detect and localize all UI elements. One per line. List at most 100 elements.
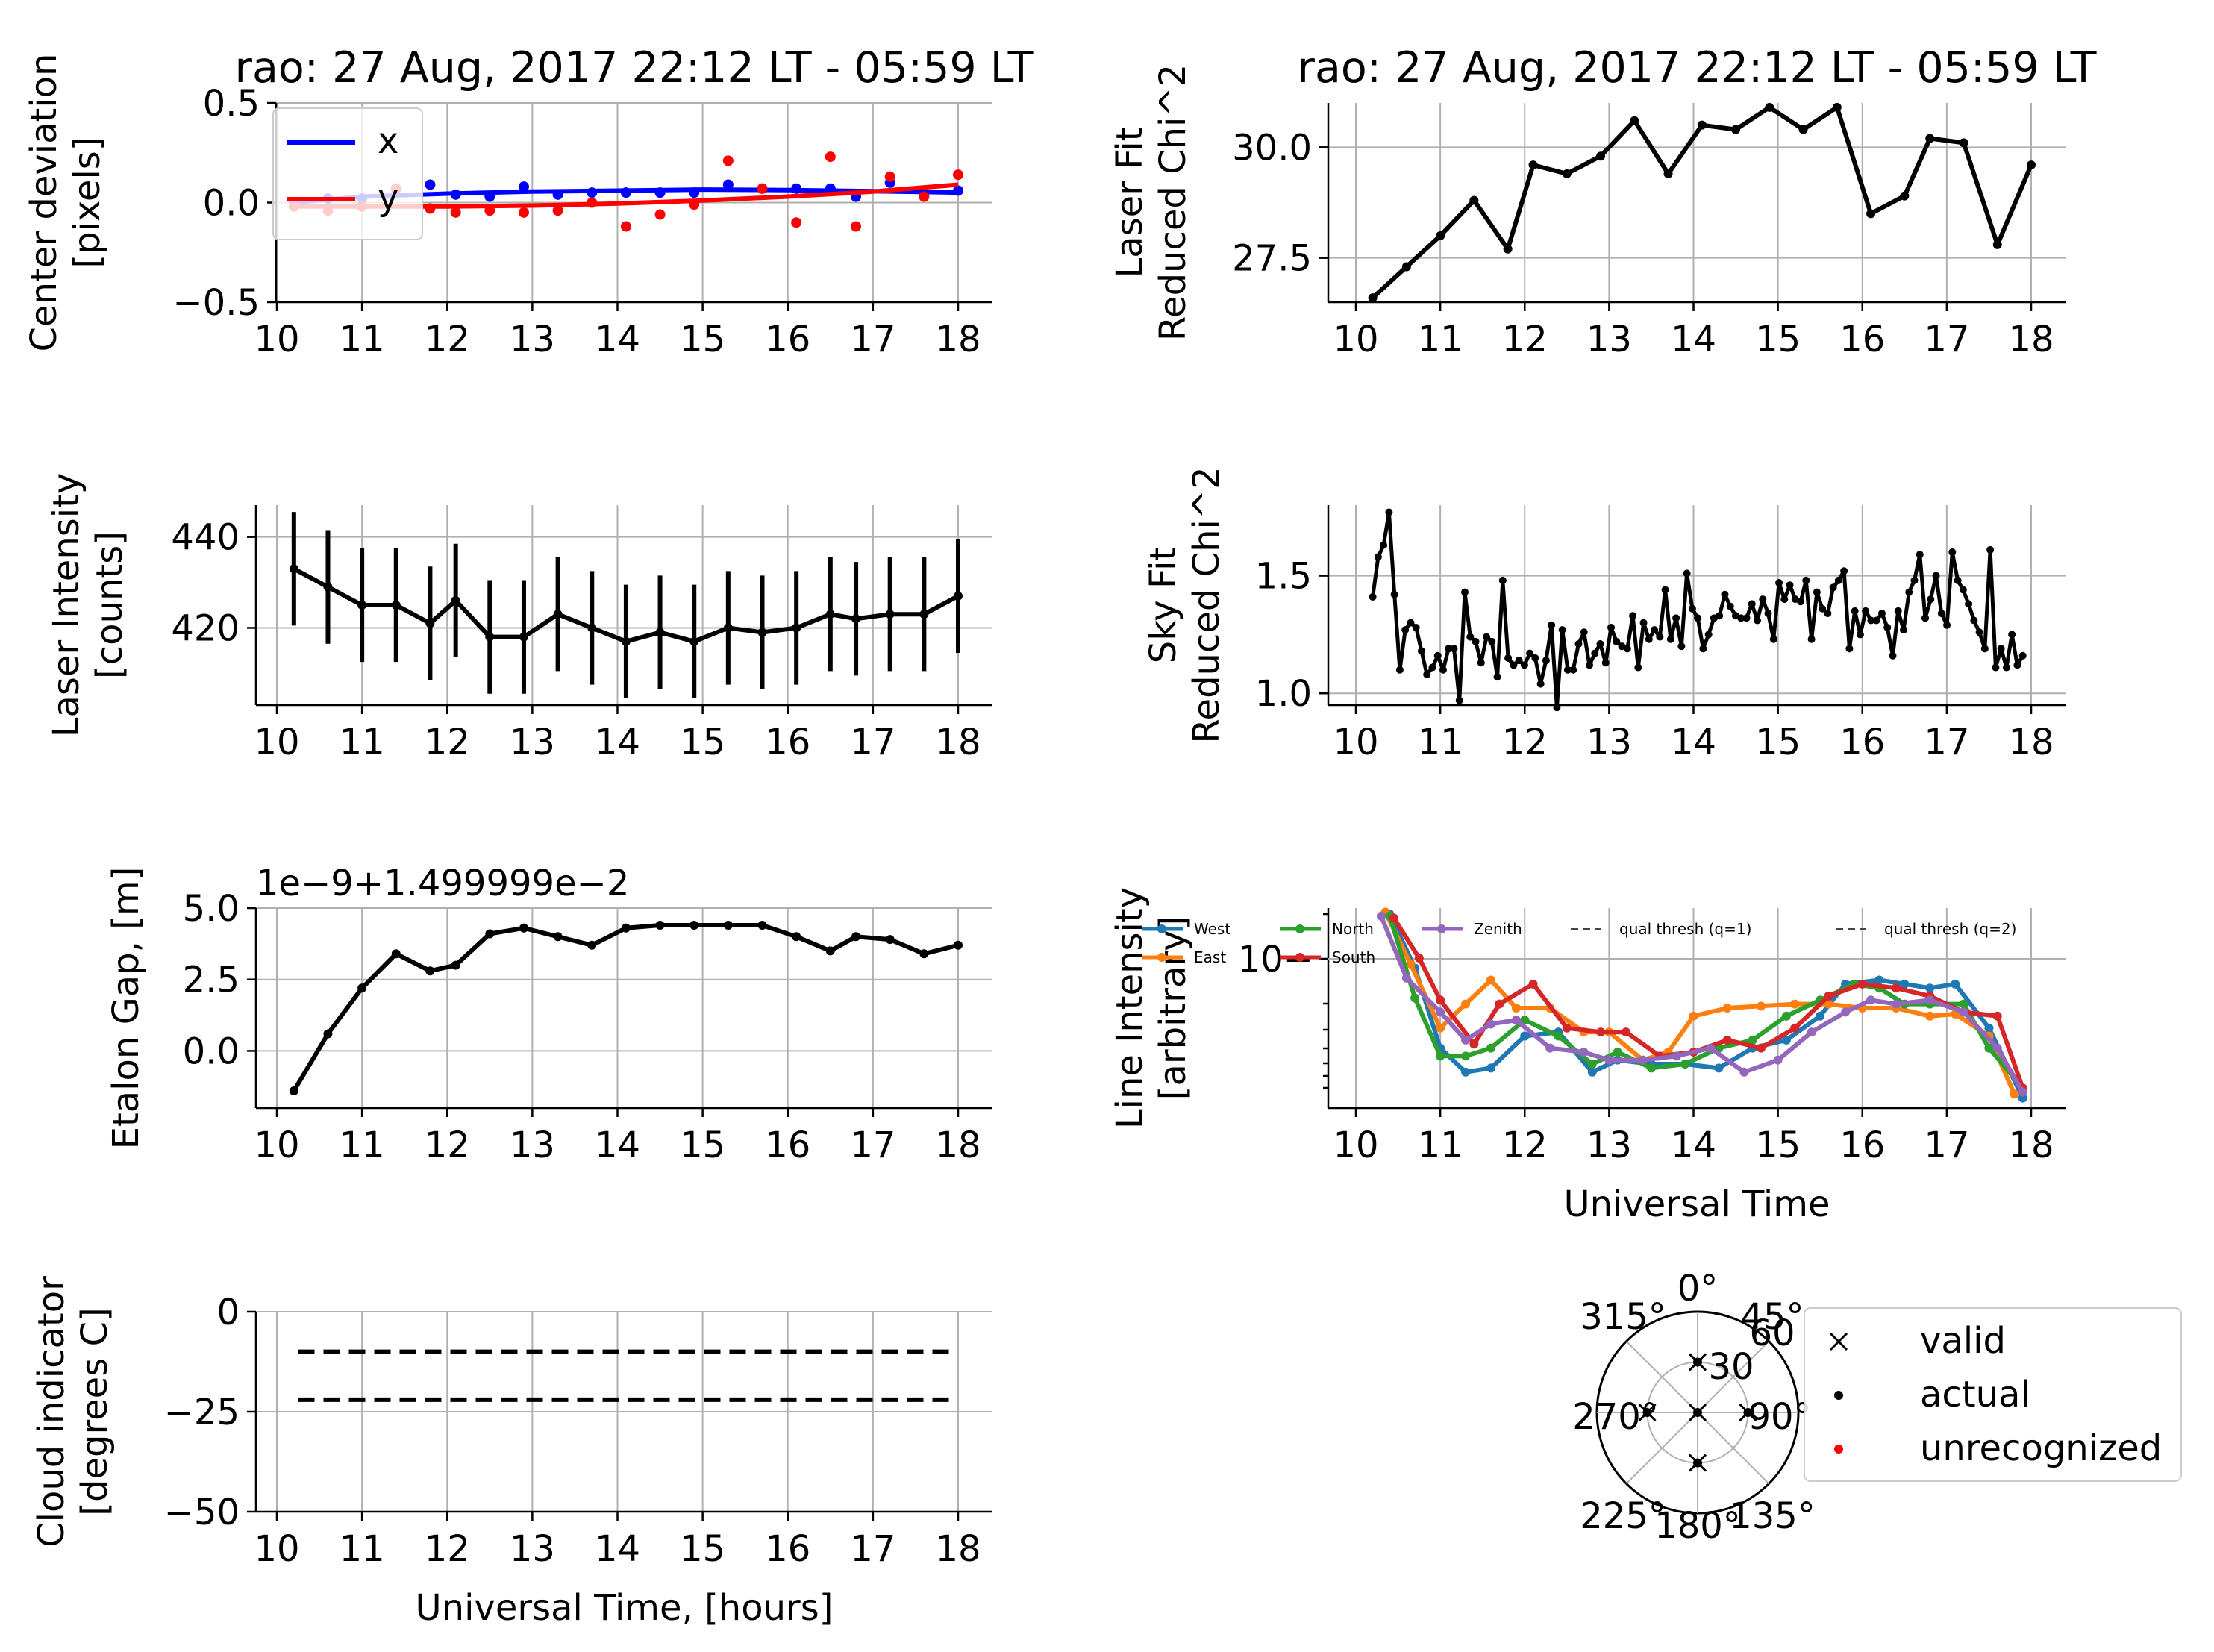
y-tick-label: −25 [164, 1392, 240, 1433]
data-point [1486, 975, 1495, 985]
x-tick-label: 16 [765, 722, 810, 763]
data-point [1992, 240, 2002, 249]
x-tick-label: 12 [1502, 1124, 1548, 1166]
x-tick-label: 14 [1671, 722, 1716, 763]
data-point [1645, 635, 1653, 643]
data-point [1834, 576, 1842, 584]
data-point [655, 628, 665, 637]
y-tick-label: 5.0 [183, 888, 240, 930]
data-point [953, 169, 963, 181]
data-point [1757, 1043, 1766, 1053]
data-point [1824, 999, 1833, 1009]
polar-angle-label: 270° [1572, 1396, 1659, 1438]
data-point [1872, 616, 1880, 625]
data-point [1520, 1016, 1530, 1025]
data-point [1697, 120, 1707, 130]
data-point [1406, 960, 1416, 969]
data-point [1992, 1011, 2002, 1021]
data-point [1937, 610, 1945, 618]
data-point [1410, 993, 1420, 1003]
y-axis-label: Cloud indicator [31, 1276, 72, 1548]
x-tick-label: 10 [1333, 319, 1378, 360]
legend-box [272, 107, 423, 240]
x-tick-label: 15 [680, 1528, 725, 1570]
x-tick-label: 17 [850, 722, 895, 763]
x-tick-label: 11 [340, 319, 385, 360]
data-point [1790, 1023, 1800, 1033]
data-point [1414, 954, 1424, 963]
data-point [425, 179, 436, 190]
data-point [1824, 991, 1833, 1001]
data-point [1623, 645, 1631, 653]
data-point [1925, 983, 1935, 993]
x-tick-label: 12 [1502, 319, 1548, 360]
legend-marker [1834, 1391, 1843, 1400]
data-point [1984, 1023, 1994, 1033]
y-tick-label: 0.0 [203, 183, 260, 225]
data-point [1997, 645, 2005, 653]
data-point [1992, 1043, 2002, 1053]
data-point [1832, 102, 1842, 112]
data-point [1368, 293, 1378, 303]
x-tick-label: 10 [254, 722, 299, 763]
data-point [1562, 1023, 1572, 1033]
data-point [1748, 1035, 1757, 1045]
data-point [1486, 1043, 1495, 1053]
x-tick-label: 15 [680, 722, 725, 763]
data-point [1714, 1063, 1724, 1073]
data-point [1542, 657, 1550, 665]
series-line [1379, 915, 2025, 1094]
data-point [1563, 666, 1572, 674]
data-point [1629, 612, 1637, 620]
x-tick-label: 18 [935, 1528, 981, 1570]
y-tick-label: 1.0 [1255, 673, 1312, 715]
data-point [1965, 600, 1973, 608]
data-point [1892, 999, 1901, 1009]
data-point [851, 932, 861, 942]
data-point [1461, 999, 1471, 1009]
x-tick-label: 17 [1924, 1124, 1969, 1166]
data-point [954, 940, 963, 950]
x-tick-label: 17 [850, 319, 895, 360]
x-tick-label: 12 [425, 319, 470, 360]
data-point [1630, 116, 1639, 125]
data-point [1531, 654, 1539, 662]
data-point [1469, 195, 1479, 205]
data-point [1992, 663, 2000, 672]
data-point [2018, 651, 2027, 660]
data-point [1436, 231, 1445, 240]
data-point [553, 610, 563, 619]
y-axis-label: Reduced Chi^2 [1152, 64, 1194, 341]
data-point [2018, 1087, 2027, 1097]
data-point [1607, 623, 1616, 631]
data-point [1389, 913, 1398, 923]
data-point [1486, 1063, 1495, 1073]
data-point [1401, 626, 1410, 634]
data-point [1877, 610, 1886, 618]
valid-marker [1739, 1403, 1757, 1422]
data-point [1461, 588, 1469, 596]
y-tick-label: 1.5 [1255, 556, 1312, 598]
data-point [1436, 1007, 1445, 1017]
data-point [1866, 995, 1876, 1005]
x-tick-label: 12 [425, 1528, 470, 1570]
data-point [1754, 616, 1762, 625]
data-point [1569, 666, 1577, 674]
data-point [518, 207, 529, 218]
polar-angle-label: 315° [1580, 1296, 1666, 1338]
data-point [1526, 649, 1534, 657]
data-point [1829, 583, 1837, 592]
x-tick-label: 15 [680, 319, 725, 360]
polar-spoke [1697, 1412, 1770, 1485]
data-point [1466, 633, 1475, 641]
x-tick-label: 13 [1586, 722, 1632, 763]
y-axis-label: Laser Fit [1109, 128, 1151, 278]
data-point [1596, 151, 1606, 161]
x-tick-label: 18 [935, 319, 981, 360]
data-point [722, 155, 734, 166]
data-point [1731, 125, 1741, 134]
x-tick-label: 11 [1418, 319, 1463, 360]
x-tick-label: 14 [1671, 319, 1716, 360]
data-point [1433, 651, 1442, 660]
data-point [1883, 623, 1892, 631]
